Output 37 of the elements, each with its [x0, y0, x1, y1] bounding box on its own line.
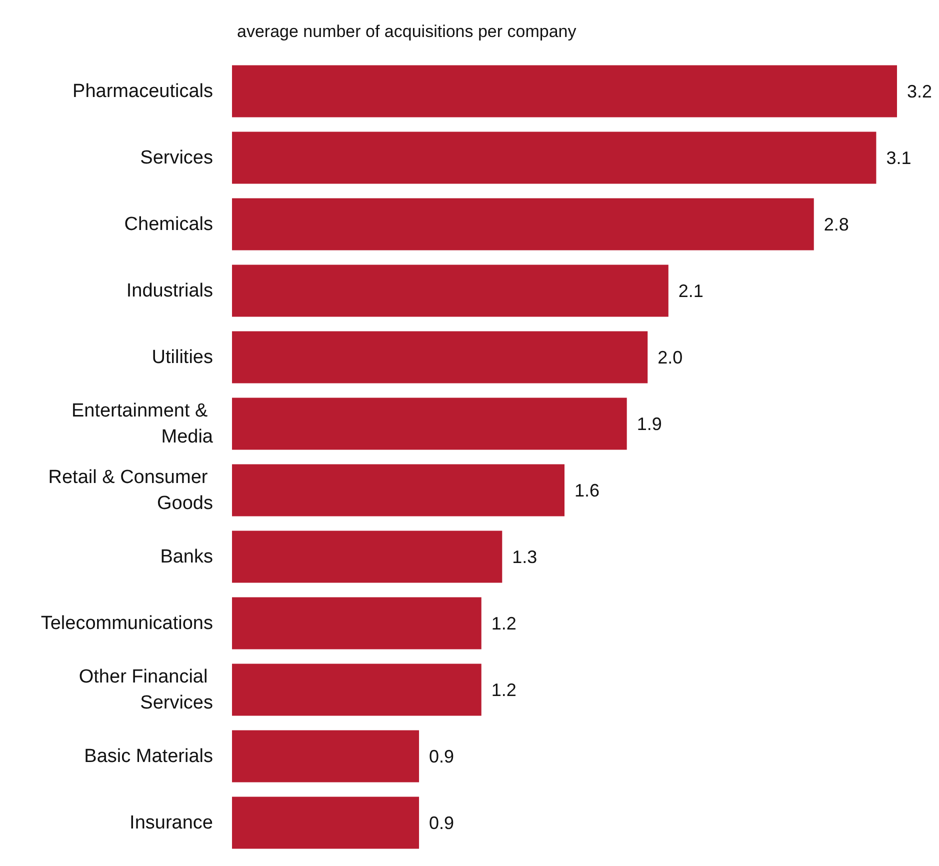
y-tick-label: Basic Materials — [84, 746, 213, 767]
bar — [232, 198, 814, 250]
y-tick-label: Other Financial Services — [78, 666, 213, 714]
bar — [232, 65, 897, 118]
data-label: 2.1 — [678, 280, 704, 301]
data-label: 0.9 — [429, 812, 454, 833]
y-tick-label: Retail & Consumer Goods — [48, 466, 213, 514]
y-tick-label: Chemicals — [124, 214, 213, 235]
y-tick-label: Utilities — [152, 346, 213, 368]
data-label: 1.2 — [491, 680, 516, 700]
data-label: 1.3 — [512, 546, 538, 567]
bar — [232, 331, 648, 384]
bar — [232, 264, 668, 317]
y-tick-label: Services — [140, 147, 213, 168]
bar — [232, 530, 502, 583]
data-label: 2.8 — [824, 214, 849, 234]
data-label: 1.2 — [491, 613, 516, 634]
data-label: 1.9 — [636, 414, 662, 434]
data-label: 0.9 — [429, 746, 454, 766]
bar — [232, 730, 420, 782]
data-label: 2.0 — [658, 347, 683, 368]
y-tick-label: Telecommunications — [40, 612, 213, 634]
y-tick-label: Banks — [160, 546, 213, 568]
bar — [232, 664, 482, 716]
data-label: 3.1 — [886, 148, 912, 168]
bar — [232, 132, 876, 184]
y-tick-label: Industrials — [126, 280, 213, 302]
y-tick-label: Entertainment & Media — [71, 400, 214, 448]
data-label: 1.6 — [574, 480, 600, 500]
bar — [232, 464, 564, 516]
bar — [232, 398, 627, 450]
data-label: 3.2 — [907, 81, 932, 102]
bar — [232, 796, 420, 849]
y-tick-label: Pharmaceuticals — [72, 80, 213, 102]
chart-title: average number of acquisitions per company — [237, 22, 577, 41]
bar — [232, 597, 482, 650]
y-tick-label: Insurance — [130, 812, 213, 834]
